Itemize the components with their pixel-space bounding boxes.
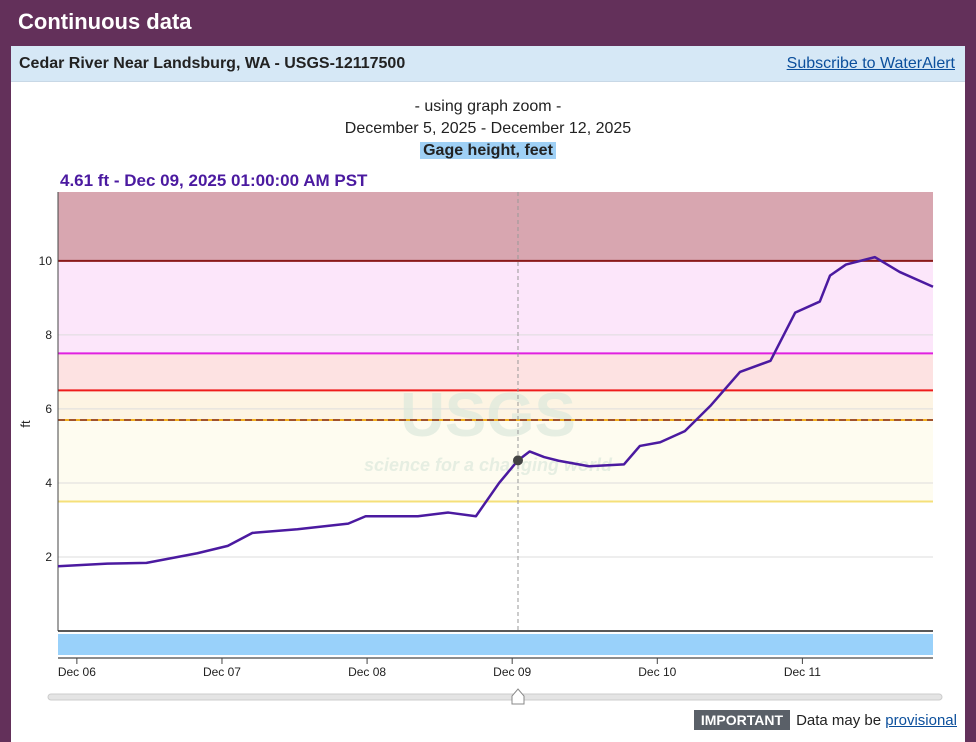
threshold-band bbox=[58, 353, 933, 391]
hover-readout: 4.61 ft - Dec 09, 2025 01:00:00 AM PST bbox=[60, 171, 368, 190]
x-tick-label: Dec 11 bbox=[784, 665, 821, 679]
y-tick-label: 8 bbox=[45, 328, 52, 342]
section-title: Continuous data bbox=[18, 9, 192, 34]
time-slider-track[interactable] bbox=[47, 693, 943, 701]
important-badge: IMPORTANT bbox=[693, 710, 791, 730]
parameter-title: Gage height, feet bbox=[420, 142, 556, 159]
x-tick-label: Dec 07 bbox=[203, 665, 241, 679]
site-name: Cedar River Near Landsburg, WA - USGS-12… bbox=[19, 55, 406, 72]
threshold-band bbox=[58, 260, 933, 354]
navigator-brush[interactable] bbox=[58, 634, 933, 655]
y-tick-label: 10 bbox=[39, 254, 53, 268]
y-tick-label: 6 bbox=[45, 402, 52, 416]
x-tick-label: Dec 08 bbox=[348, 665, 386, 679]
section-header: Continuous data bbox=[0, 0, 976, 46]
threshold-band bbox=[58, 390, 933, 421]
x-tick-label: Dec 09 bbox=[493, 665, 531, 679]
subscribe-wateralert-link[interactable]: Subscribe to WaterAlert bbox=[786, 55, 955, 72]
x-tick-label: Dec 06 bbox=[58, 665, 96, 679]
zoom-note: - using graph zoom - bbox=[414, 98, 562, 115]
site-bar: Cedar River Near Landsburg, WA - USGS-12… bbox=[11, 46, 965, 82]
threshold-band bbox=[58, 192, 933, 261]
provisional-notice: IMPORTANT Data may be provisional bbox=[693, 710, 957, 730]
y-tick-label: 2 bbox=[45, 550, 52, 564]
date-range: December 5, 2025 - December 12, 2025 bbox=[344, 120, 632, 137]
time-slider-handle[interactable] bbox=[511, 688, 525, 705]
x-tick-label: Dec 10 bbox=[638, 665, 676, 679]
usgs-watermark-logo: USGS bbox=[400, 381, 576, 450]
notice-text: Data may be bbox=[796, 712, 886, 729]
hover-point bbox=[512, 455, 523, 466]
y-axis-label: ft bbox=[18, 420, 33, 428]
y-tick-label: 4 bbox=[45, 476, 52, 490]
provisional-link[interactable]: provisional bbox=[885, 712, 957, 729]
gage-height-line bbox=[57, 255, 934, 568]
